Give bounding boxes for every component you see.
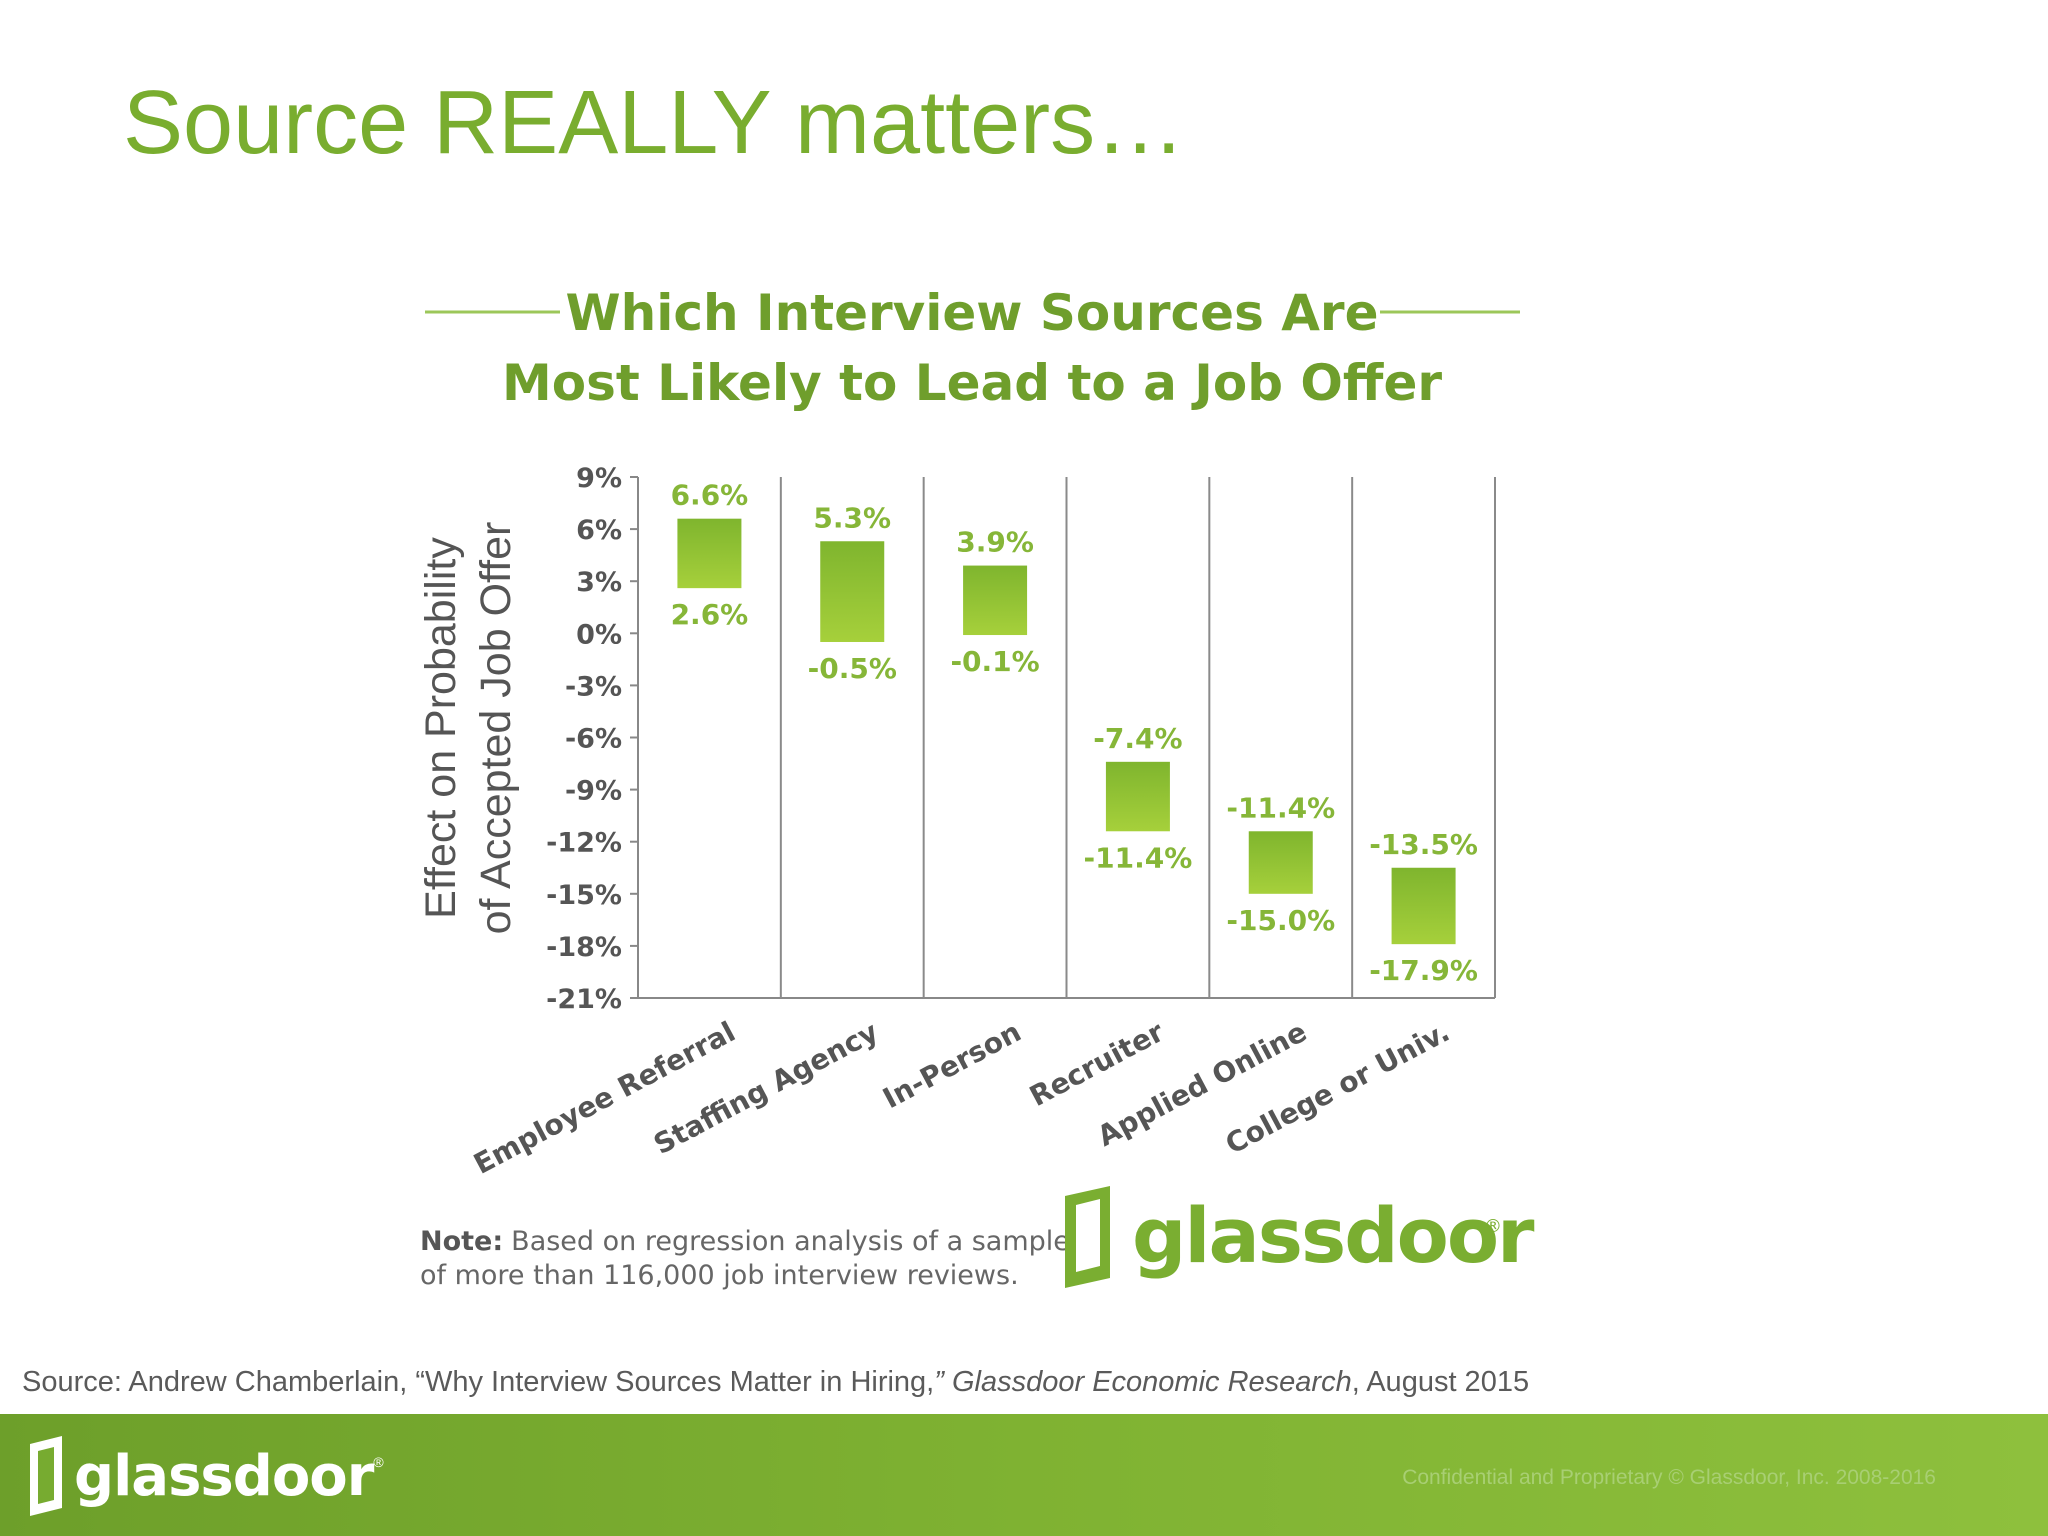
glassdoor-door-icon: [30, 1436, 62, 1516]
plot-frame: [637, 477, 1496, 999]
bar-low-label: -0.5%: [808, 652, 897, 685]
chart-title-line1: Which Interview Sources Are: [565, 284, 1378, 342]
chart-note: Note: Based on regression analysis of a s…: [420, 1226, 1070, 1291]
y-tick-label: 6%: [576, 515, 622, 546]
y-axis-title-line1: Effect on Probability: [417, 537, 465, 919]
chart-note-text1: Based on regression analysis of a sample: [511, 1226, 1070, 1257]
x-tick-label: In-Person: [877, 1015, 1026, 1115]
chart-title-group: Which Interview Sources Are Most Likely …: [425, 284, 1520, 412]
footer-logo[interactable]: glassdoor ®: [28, 1436, 384, 1516]
y-axis-title: Effect on Probability of Accepted Job Of…: [417, 522, 520, 935]
y-axis-title-line2: of Accepted Job Offer: [472, 522, 520, 935]
y-tick-label: -6%: [565, 724, 622, 755]
y-tick-label: 0%: [576, 619, 622, 650]
bar-recruiter: [1105, 761, 1170, 832]
y-tick-label: 9%: [576, 463, 622, 494]
footer-logo-mark: ®: [373, 1454, 384, 1470]
bar-high-label: -11.4%: [1226, 791, 1335, 824]
source-suffix: , August 2015: [1351, 1366, 1530, 1398]
chart: Which Interview Sources Are Most Likely …: [417, 284, 1537, 1291]
bar-in-person: [963, 565, 1028, 636]
bar-low-label: -17.9%: [1369, 954, 1478, 987]
source-citation: Source: Andrew Chamberlain, “Why Intervi…: [22, 1366, 1529, 1399]
bar-low-label: -0.1%: [950, 645, 1039, 678]
bar-low-label: 2.6%: [671, 598, 749, 631]
bar-college-or-univ: [1391, 867, 1456, 945]
x-tick-label: Employee Referral: [468, 1015, 740, 1181]
y-tick-label: -9%: [565, 776, 622, 807]
glassdoor-door-icon: [1065, 1186, 1110, 1288]
bars: 6.6% 2.6% 5.3% -0.5% 3.9% -0.1% -7.4% -11.4% -11…: [671, 479, 1478, 987]
chart-logo: glassdoor ®: [1065, 1186, 1537, 1288]
y-tick-label: -15%: [546, 880, 622, 911]
bar-high-label: 6.6%: [671, 479, 749, 512]
y-tick-label: 3%: [576, 567, 622, 598]
bar-employee-referral: [677, 518, 742, 589]
chart-title-line2: Most Likely to Lead to a Job Offer: [502, 354, 1442, 412]
bar-high-label: 5.3%: [813, 501, 891, 534]
y-tick-label: -18%: [546, 932, 622, 963]
source-prefix: Source: Andrew Chamberlain, “Why Intervi…: [22, 1366, 935, 1398]
bar-low-label: -11.4%: [1084, 841, 1193, 874]
footer-bar: glassdoor ® Confidential and Proprietary…: [0, 1414, 2048, 1536]
y-tick-label: -21%: [546, 984, 622, 1015]
bar-high-label: -7.4%: [1093, 722, 1182, 755]
chart-logo-text: glassdoor: [1132, 1191, 1535, 1280]
bar-high-label: -13.5%: [1369, 828, 1478, 861]
chart-note-bold: Note:: [420, 1226, 503, 1257]
slide-title: Source REALLY matters…: [123, 73, 1186, 173]
source-publication: ” Glassdoor Economic Research: [934, 1366, 1352, 1398]
bar-staffing-agency: [820, 541, 885, 642]
y-tick-label: -3%: [565, 671, 622, 702]
y-tick-label: -12%: [546, 828, 622, 859]
chart-logo-mark: ®: [1484, 1216, 1502, 1237]
bar-applied-online: [1248, 831, 1313, 894]
footer-confidential: Confidential and Proprietary © Glassdoor…: [1402, 1466, 1936, 1489]
bar-high-label: 3.9%: [956, 526, 1034, 559]
chart-note-line1: Note: Based on regression analysis of a s…: [420, 1226, 1070, 1257]
footer-logo-text: glassdoor: [74, 1443, 374, 1509]
bar-low-label: -15.0%: [1226, 904, 1335, 937]
chart-note-line2: of more than 116,000 job interview revie…: [420, 1260, 1019, 1291]
y-ticks: 9% 6% 3% 0% -3% -6% -9% -12% -15% -18% -21%: [546, 463, 638, 1015]
